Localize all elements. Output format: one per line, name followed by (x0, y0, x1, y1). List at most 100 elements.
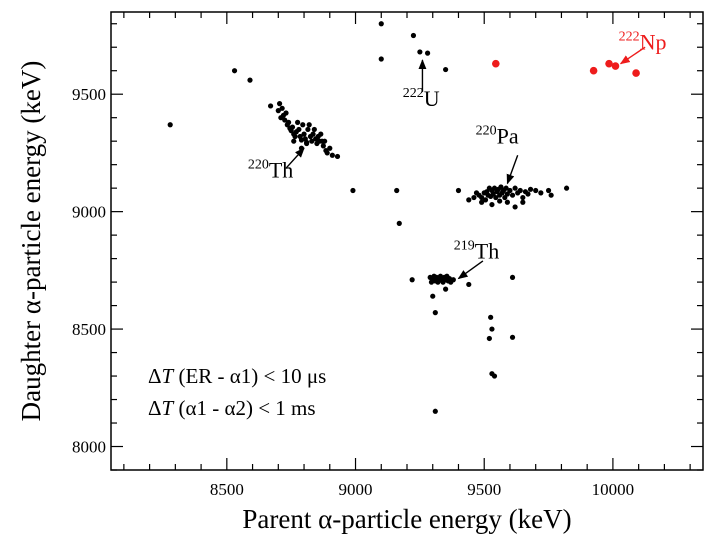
point-219Th (509, 274, 516, 281)
label-mass: 222 (403, 86, 424, 101)
condition-1: ΔT (ER - α1) < 10 μs (148, 364, 326, 388)
point-220Th (304, 140, 310, 147)
axis-ticks (111, 12, 703, 471)
point-220Th (320, 143, 326, 149)
point-220Th (310, 131, 316, 137)
point-220Th (318, 131, 324, 137)
label-220Th: 220Th (248, 158, 293, 183)
point-220Th (167, 122, 173, 128)
point-222U (378, 21, 384, 27)
arrow-220Pa (506, 155, 519, 185)
point-222U (417, 49, 423, 55)
label-element: Pa (497, 124, 519, 149)
point-219Th (409, 277, 415, 283)
point-220Pa (512, 185, 518, 191)
point-220Th (231, 68, 238, 74)
point-220Th (306, 122, 312, 128)
y-tick-label: 9500 (72, 85, 106, 104)
point-219Th (491, 373, 498, 379)
point-220Pa (455, 187, 462, 194)
point-222U (378, 56, 384, 62)
point-220Pa (563, 185, 570, 191)
point-220Th (295, 119, 301, 125)
point-219Th (486, 335, 492, 342)
point-220Pa (509, 192, 516, 198)
point-220Th (292, 133, 298, 140)
x-axis-title: Parent α-particle energy (keV) (242, 504, 571, 534)
y-tick-label: 9000 (72, 203, 106, 222)
point-219Th (509, 334, 516, 340)
point-220Th (305, 126, 311, 133)
point-220Th (247, 77, 253, 83)
point-220Pa (479, 199, 485, 205)
point-222Np (611, 62, 620, 70)
point-220Pa (525, 191, 531, 197)
point-222U (424, 50, 431, 56)
point-219Th (450, 277, 456, 283)
point-220Pa (394, 187, 400, 194)
point-220Pa (504, 199, 510, 205)
point-220Pa (350, 187, 356, 194)
point-219Th (489, 326, 495, 332)
point-220Th (283, 110, 289, 116)
condition-2: ΔT (α1 - α2) < 1 ms (148, 396, 316, 420)
point-222U (443, 66, 449, 73)
point-220Pa (520, 194, 526, 201)
point-220Pa (527, 186, 534, 192)
point-220Pa (512, 204, 518, 210)
point-220Pa (517, 187, 523, 194)
point-220Th (279, 105, 285, 111)
point-220Pa (396, 220, 402, 226)
label-mass: 220 (248, 158, 269, 173)
point-220Th (296, 126, 302, 133)
point-220Th (311, 126, 317, 133)
label-mass: 222 (619, 30, 640, 45)
point-220Th (276, 101, 283, 107)
arrow-220Th (285, 147, 305, 169)
point-220Th (267, 103, 274, 109)
point-220Pa (489, 201, 495, 208)
point-220Pa (482, 197, 489, 203)
point-219Th (488, 314, 494, 320)
point-220Pa (520, 199, 526, 205)
point-220Pa (533, 187, 539, 194)
label-222Np: 222Np (619, 30, 667, 55)
label-element: Th (475, 239, 499, 264)
label-element: U (424, 86, 440, 111)
point-222U (410, 32, 417, 39)
point-220Th (282, 117, 288, 123)
point-220Pa (503, 185, 509, 191)
point-220Th (329, 152, 335, 158)
point-220Th (286, 119, 292, 125)
point-222Np (632, 69, 640, 77)
label-mass: 219 (454, 239, 475, 254)
point-220Th (301, 131, 307, 137)
condition-notes: ΔT (ER - α1) < 10 μs ΔT (α1 - α2) < 1 ms (148, 364, 326, 420)
point-220Pa (479, 194, 485, 201)
point-220Th (309, 138, 315, 144)
arrow-222Np (619, 46, 646, 65)
point-220Th (322, 138, 328, 144)
point-220Th (289, 124, 296, 130)
y-tick-label: 8000 (72, 438, 106, 457)
point-220Pa (466, 197, 472, 203)
point-219Th (443, 286, 449, 292)
point-220Th (275, 108, 281, 114)
point-220Th (324, 150, 330, 156)
point-220Pa (471, 194, 477, 201)
y-axis-title: Daughter α-particle energy (keV) (16, 61, 46, 422)
data-points (167, 21, 640, 414)
point-219Th (432, 310, 438, 316)
point-222Np (492, 59, 500, 68)
label-mass: 220 (476, 124, 497, 139)
point-220Pa (538, 190, 544, 196)
y-tick-label: 8500 (72, 320, 106, 339)
point-219Th (432, 408, 438, 414)
point-220Pa (497, 198, 503, 204)
label-222U: 222U (403, 86, 440, 111)
point-220Th (334, 153, 341, 160)
label-element: Th (269, 158, 293, 183)
x-tick-label: 9500 (467, 480, 501, 499)
x-tick-label: 8500 (210, 480, 244, 499)
